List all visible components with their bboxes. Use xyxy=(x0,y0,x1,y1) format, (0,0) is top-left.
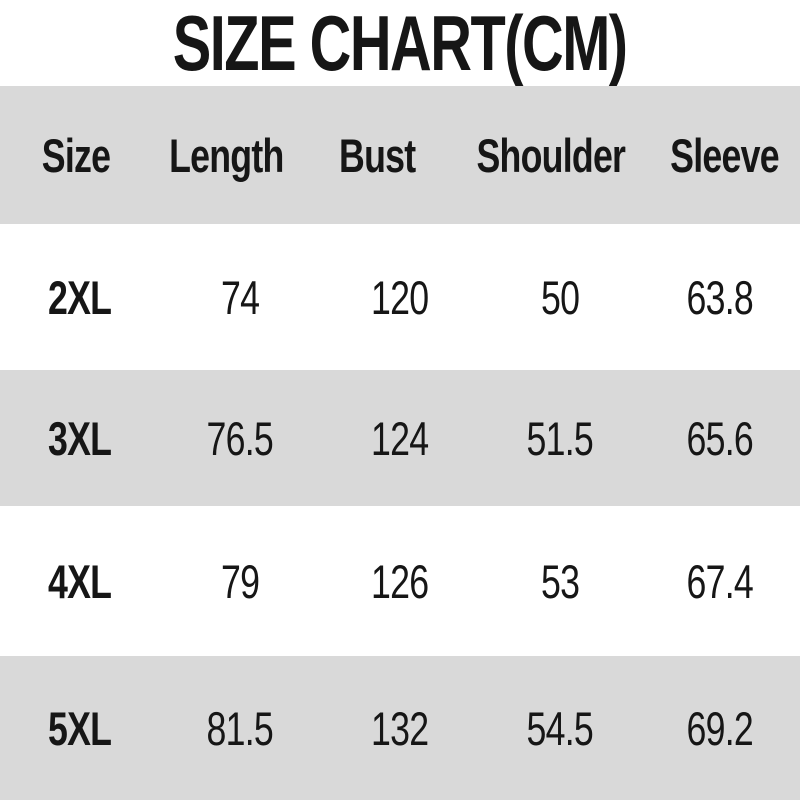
cell-sleeve: 65.6 xyxy=(676,415,763,462)
header-cell-bust: Bust xyxy=(327,132,427,179)
bust-value: 126 xyxy=(371,554,429,608)
cell-bust: 132 xyxy=(362,705,437,752)
sleeve-value: 63.8 xyxy=(686,270,754,324)
size-table: Size Length Bust Shoulder Sleeve 2XL 74 … xyxy=(0,86,800,800)
title-band: SIZE CHART(CM) xyxy=(0,0,800,86)
page-title: SIZE CHART(CM) xyxy=(173,0,628,87)
cell-sleeve: 63.8 xyxy=(676,274,763,321)
sleeve-value: 69.2 xyxy=(686,701,754,755)
header-label-shoulder: Shoulder xyxy=(476,128,626,182)
cell-shoulder: 53 xyxy=(535,558,585,605)
shoulder-value: 50 xyxy=(540,270,580,324)
shoulder-value: 54.5 xyxy=(526,701,594,755)
bust-value: 124 xyxy=(371,411,429,465)
length-value: 81.5 xyxy=(206,701,274,755)
size-label: 5XL xyxy=(48,701,112,755)
table-row-3xl: 3XL 76.5 124 51.5 65.6 xyxy=(0,370,800,506)
header-label-length: Length xyxy=(169,128,284,182)
header-cell-length: Length xyxy=(151,132,302,179)
cell-size: 4XL xyxy=(38,558,121,605)
sleeve-value: 65.6 xyxy=(686,411,754,465)
header-cell-size: Size xyxy=(31,132,121,179)
size-label: 3XL xyxy=(48,411,112,465)
cell-bust: 120 xyxy=(362,274,437,321)
table-row-2xl: 2XL 74 120 50 63.8 xyxy=(0,224,800,370)
bust-value: 132 xyxy=(371,701,429,755)
size-label: 2XL xyxy=(48,270,112,324)
table-row-4xl: 4XL 79 126 53 67.4 xyxy=(0,506,800,656)
length-value: 79 xyxy=(220,554,260,608)
cell-size: 2XL xyxy=(38,274,121,321)
cell-sleeve: 67.4 xyxy=(676,558,763,605)
length-value: 74 xyxy=(220,270,260,324)
header-label-bust: Bust xyxy=(339,128,417,182)
cell-length: 79 xyxy=(215,558,265,605)
bust-value: 120 xyxy=(371,270,429,324)
cell-sleeve: 69.2 xyxy=(676,705,763,752)
cell-shoulder: 51.5 xyxy=(516,415,603,462)
cell-length: 81.5 xyxy=(196,705,283,752)
shoulder-value: 53 xyxy=(540,554,580,608)
cell-size: 5XL xyxy=(38,705,121,752)
shoulder-value: 51.5 xyxy=(526,411,594,465)
header-label-sleeve: Sleeve xyxy=(670,128,779,182)
size-label: 4XL xyxy=(48,554,112,608)
header-label-size: Size xyxy=(41,128,110,182)
table-row-5xl: 5XL 81.5 132 54.5 69.2 xyxy=(0,656,800,800)
sleeve-value: 67.4 xyxy=(686,554,754,608)
cell-bust: 126 xyxy=(362,558,437,605)
cell-bust: 124 xyxy=(362,415,437,462)
header-cell-sleeve: Sleeve xyxy=(653,132,796,179)
cell-size: 3XL xyxy=(38,415,121,462)
header-cell-shoulder: Shoulder xyxy=(453,132,649,179)
table-header-row: Size Length Bust Shoulder Sleeve xyxy=(0,86,800,224)
length-value: 76.5 xyxy=(206,411,274,465)
cell-length: 76.5 xyxy=(196,415,283,462)
cell-shoulder: 50 xyxy=(535,274,585,321)
cell-length: 74 xyxy=(215,274,265,321)
cell-shoulder: 54.5 xyxy=(516,705,603,752)
